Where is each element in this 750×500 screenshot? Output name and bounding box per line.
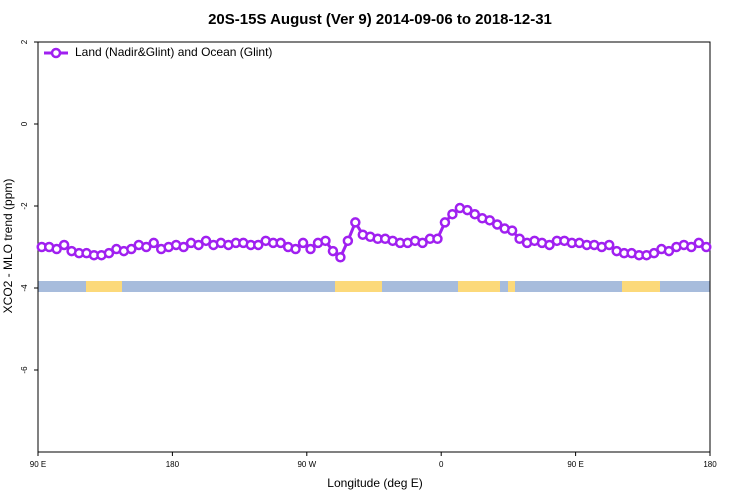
y-tick-label: -2 (20, 202, 29, 210)
x-axis-label: Longitude (deg E) (327, 476, 422, 490)
data-point (297, 237, 309, 249)
x-tick-label: 180 (703, 460, 717, 469)
y-tick-label: -6 (20, 366, 29, 374)
y-tick-label: -4 (20, 284, 29, 292)
data-point (693, 237, 705, 249)
data-point (200, 235, 212, 247)
x-tick-label: 90 W (297, 460, 316, 469)
data-point (58, 239, 70, 251)
land-strip (86, 281, 122, 292)
land-strip (622, 281, 660, 292)
data-point (603, 239, 615, 251)
data-point (544, 239, 555, 251)
data-point (103, 247, 115, 259)
data-point (141, 241, 152, 253)
legend-label: Land (Nadir&Glint) and Ocean (Glint) (75, 45, 272, 59)
data-point (648, 247, 660, 259)
data-point (432, 233, 443, 245)
x-tick-label: 0 (439, 460, 444, 469)
data-point (51, 243, 62, 255)
data-point (701, 241, 712, 253)
y-tick-label: 2 (20, 39, 29, 44)
x-tick-label: 90 E (30, 460, 46, 469)
data-point (290, 243, 301, 255)
data-point (350, 217, 361, 228)
data-point (320, 235, 331, 247)
data-point (686, 241, 697, 253)
data-point (126, 243, 137, 255)
data-point (253, 239, 264, 251)
data-point (327, 245, 339, 257)
data-point (305, 243, 316, 255)
data-point (469, 208, 481, 220)
data-point (275, 237, 286, 249)
data-point (506, 225, 518, 236)
surface-strip (38, 281, 710, 292)
chart-title: 20S-15S August (Ver 9) 2014-09-06 to 201… (208, 11, 552, 28)
land-strip (335, 281, 382, 292)
series-line (41, 206, 707, 260)
data-point (417, 237, 428, 249)
y-axis-label: XCO2 - MLO trend (ppm) (1, 179, 15, 314)
x-tick-label: 180 (166, 460, 180, 469)
data-point (514, 233, 525, 245)
land-strip (458, 281, 500, 292)
data-point (439, 217, 451, 228)
data-point (335, 252, 346, 263)
y-tick-label: 0 (20, 121, 29, 126)
data-point (178, 241, 189, 253)
legend-marker (50, 47, 62, 59)
data-point (491, 219, 503, 230)
data-point (342, 235, 354, 247)
land-strip (508, 281, 515, 292)
data-point (148, 237, 159, 249)
data-point (447, 208, 458, 220)
data-point (193, 239, 204, 251)
data-point (484, 215, 495, 226)
data-point (462, 204, 473, 216)
data-point (663, 245, 675, 257)
x-tick-label: 90 E (567, 460, 583, 469)
